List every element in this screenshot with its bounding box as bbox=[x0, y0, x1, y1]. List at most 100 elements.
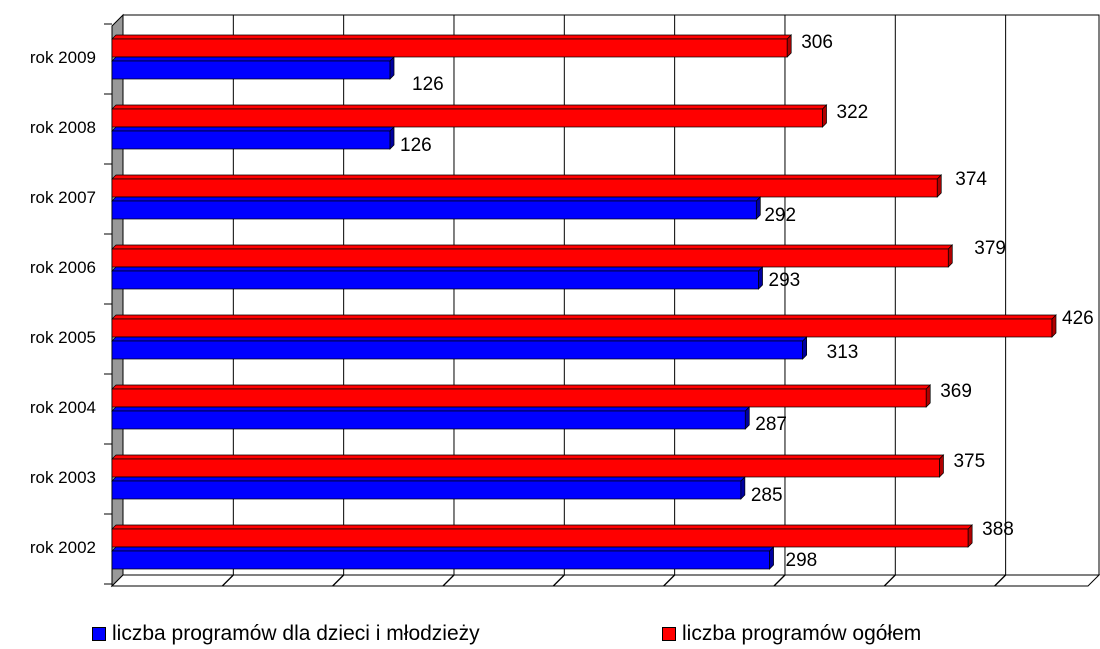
bar-total-front bbox=[111, 458, 940, 478]
bar-youth bbox=[111, 406, 751, 430]
axis-ticks bbox=[104, 23, 1007, 587]
bar-youth-front bbox=[111, 60, 391, 80]
bar-total-side bbox=[947, 244, 953, 268]
legend-swatch-total bbox=[662, 627, 676, 641]
category-label: rok 2003 bbox=[30, 468, 96, 487]
bar-youth-front bbox=[111, 480, 742, 500]
bar-youth-side bbox=[740, 476, 746, 500]
side-wall bbox=[111, 13, 124, 588]
bar-total-front bbox=[111, 318, 1053, 338]
category-label: rok 2009 bbox=[30, 48, 96, 67]
bar-youth-side bbox=[755, 196, 761, 220]
bar-total-side bbox=[786, 34, 792, 58]
bar-total bbox=[111, 104, 828, 128]
floor-tick bbox=[663, 574, 676, 587]
bar-youth-top bbox=[111, 56, 395, 62]
bar-total-side bbox=[967, 524, 973, 548]
bar-youth bbox=[111, 56, 395, 80]
category-label: rok 2008 bbox=[30, 118, 96, 137]
data-label-youth: 287 bbox=[755, 414, 787, 435]
bar-total bbox=[111, 314, 1057, 338]
data-label-youth: 313 bbox=[827, 342, 859, 363]
data-label-total: 426 bbox=[1062, 308, 1094, 329]
legend-label-total: liczba programów ogółem bbox=[682, 622, 922, 645]
bar-youth-top bbox=[111, 546, 775, 552]
category-label: rok 2006 bbox=[30, 258, 96, 277]
bar-youth-side bbox=[389, 126, 395, 150]
data-label-youth: 298 bbox=[786, 550, 818, 571]
floor-tick bbox=[221, 574, 234, 587]
data-label-youth: 292 bbox=[764, 205, 796, 226]
bar-youth bbox=[111, 196, 762, 220]
bar-youth-front bbox=[111, 270, 759, 290]
bar-total-top bbox=[111, 454, 945, 460]
legend-item-total: liczba programów ogółem bbox=[662, 622, 921, 646]
floor-tick bbox=[552, 574, 565, 587]
bar-youth bbox=[111, 266, 764, 290]
bar-total-top bbox=[111, 314, 1057, 320]
bar-youth-side bbox=[802, 336, 808, 360]
category-label: rok 2002 bbox=[30, 538, 96, 557]
bar-total-side bbox=[822, 104, 827, 128]
bar-total-side bbox=[925, 384, 931, 408]
bar-chart: rok 2009 306 126 rok 2008 322 126 rok 2007 374 2… bbox=[30, 13, 1100, 588]
data-label-total: 379 bbox=[974, 238, 1006, 259]
bar-youth-front bbox=[111, 410, 746, 430]
category-label: rok 2007 bbox=[30, 188, 96, 207]
bar-total-top bbox=[111, 174, 943, 180]
legend-item-youth: liczba programów dla dzieci i młodzieży bbox=[92, 622, 480, 646]
data-label-total: 306 bbox=[801, 32, 833, 53]
bar-total-side bbox=[936, 174, 942, 198]
bar-total bbox=[111, 524, 973, 548]
legend-swatch-youth bbox=[92, 627, 106, 641]
floor-tick bbox=[773, 574, 786, 587]
floor bbox=[110, 574, 1100, 587]
data-label-total: 369 bbox=[940, 381, 972, 402]
bars bbox=[111, 34, 1057, 570]
bar-total bbox=[111, 454, 945, 478]
data-label-youth: 285 bbox=[751, 485, 783, 506]
data-label-total: 388 bbox=[982, 519, 1014, 540]
bar-total bbox=[111, 244, 954, 268]
bar-total bbox=[111, 384, 932, 408]
floor-tick bbox=[332, 574, 345, 587]
bar-youth-top bbox=[111, 196, 762, 202]
data-label-youth: 293 bbox=[769, 270, 801, 291]
bar-youth-top bbox=[111, 126, 395, 132]
bar-youth bbox=[111, 336, 808, 360]
bar-total bbox=[111, 34, 793, 58]
data-label-total: 322 bbox=[837, 102, 869, 123]
data-label-youth: 126 bbox=[412, 74, 444, 95]
bar-total-front bbox=[111, 388, 927, 408]
bar-total-top bbox=[111, 34, 793, 40]
floor-tick bbox=[994, 574, 1007, 587]
bar-youth bbox=[111, 546, 775, 570]
bar-youth-side bbox=[744, 406, 750, 430]
bar-youth bbox=[111, 126, 395, 150]
bar-youth-front bbox=[111, 340, 804, 360]
bar-total-side bbox=[1051, 314, 1057, 338]
category-label: rok 2005 bbox=[30, 328, 96, 347]
bar-total-front bbox=[111, 248, 949, 268]
bar-youth-side bbox=[769, 546, 774, 570]
bar-total bbox=[111, 174, 943, 198]
bar-total-top bbox=[111, 384, 932, 390]
bar-youth-top bbox=[111, 266, 764, 272]
floor-tick bbox=[883, 574, 896, 587]
bar-youth-front bbox=[111, 200, 757, 220]
bar-youth-top bbox=[111, 336, 808, 342]
bar-youth-top bbox=[111, 406, 751, 412]
chart-walls bbox=[110, 13, 1100, 588]
bar-total-top bbox=[111, 524, 973, 530]
bar-total-front bbox=[111, 528, 969, 548]
bar-total-front bbox=[111, 178, 938, 198]
bar-youth bbox=[111, 476, 746, 500]
bar-total-front bbox=[111, 108, 823, 128]
data-label-youth: 126 bbox=[400, 135, 432, 156]
bar-youth-side bbox=[758, 266, 763, 290]
bar-total-front bbox=[111, 38, 788, 58]
floor-tick bbox=[442, 574, 455, 587]
data-label-total: 374 bbox=[955, 169, 987, 190]
labels: rok 2009 306 126 rok 2008 322 126 rok 2007 374 2… bbox=[30, 32, 1094, 571]
legend-label-youth: liczba programów dla dzieci i młodzieży bbox=[112, 622, 480, 645]
